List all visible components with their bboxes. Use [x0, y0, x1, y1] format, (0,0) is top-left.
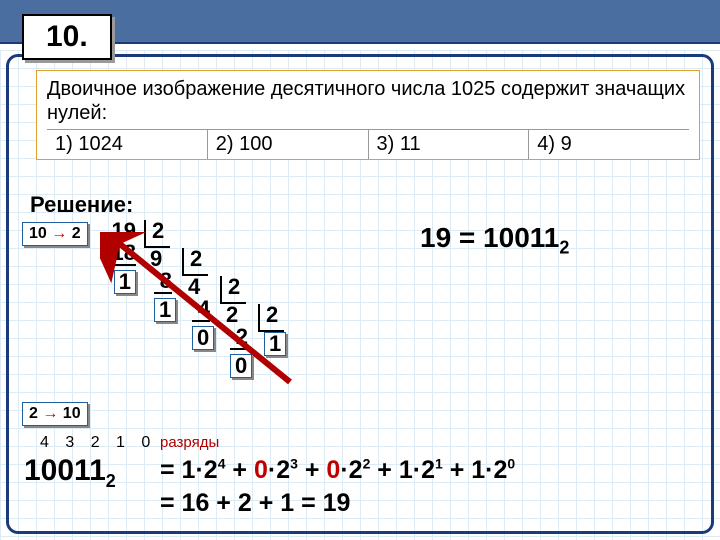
- div1-remainder: 1: [154, 298, 176, 322]
- bit-positions: 4 3 2 1 0: [40, 434, 156, 452]
- div0-divisor: 2: [144, 220, 170, 248]
- binary-number: 100112: [24, 454, 116, 492]
- expansion: = 1·24 + 0·23 + 0·22 + 1·21 + 1·20 = 16 …: [160, 454, 515, 519]
- div3-divisor: 2: [258, 304, 284, 332]
- badge-10-to-2-text: 10 → 2: [29, 225, 81, 242]
- div1-under: 8: [154, 270, 172, 294]
- result-sub: 2: [559, 238, 569, 258]
- div0-dividend: 19: [110, 220, 136, 242]
- slide-number: 10.: [22, 14, 112, 60]
- options-row: 1) 1024 2) 100 3) 11 4) 9: [47, 129, 689, 159]
- question-text: Двоичное изображение десятичного числа 1…: [47, 77, 689, 125]
- option-1: 1) 1024: [47, 130, 208, 159]
- div0-remainder: 1: [114, 270, 136, 294]
- option-3: 3) 11: [369, 130, 530, 159]
- badge-2-to-10: 2 → 10: [22, 402, 88, 426]
- binary-sub: 2: [106, 471, 116, 491]
- result-prefix: 19 = 10011: [420, 222, 559, 253]
- div3-remainder: 0: [230, 354, 252, 378]
- bit-positions-label: разряды: [160, 434, 219, 451]
- badge-10-to-2: 10 → 2: [22, 222, 88, 246]
- div2-divisor: 2: [220, 276, 246, 304]
- solution-label: Решение:: [30, 192, 133, 218]
- div2-under: 4: [192, 298, 210, 322]
- option-2: 2) 100: [208, 130, 369, 159]
- binary-digits: 10011: [24, 454, 106, 487]
- div1-divisor: 2: [182, 248, 208, 276]
- binary-result: 19 = 100112: [420, 222, 569, 259]
- div3-under: 2: [230, 326, 248, 350]
- option-4: 4) 9: [529, 130, 689, 159]
- div3-quotient: 1: [264, 332, 286, 356]
- question-box: Двоичное изображение десятичного числа 1…: [36, 70, 700, 160]
- badge-2-to-10-text: 2 → 10: [29, 405, 81, 422]
- div0-under: 18: [110, 242, 136, 266]
- expansion-line1: = 1·24 + 0·23 + 0·22 + 1·21 + 1·20: [160, 454, 515, 487]
- expansion-line2: = 16 + 2 + 1 = 19: [160, 487, 515, 520]
- div2-remainder: 0: [192, 326, 214, 350]
